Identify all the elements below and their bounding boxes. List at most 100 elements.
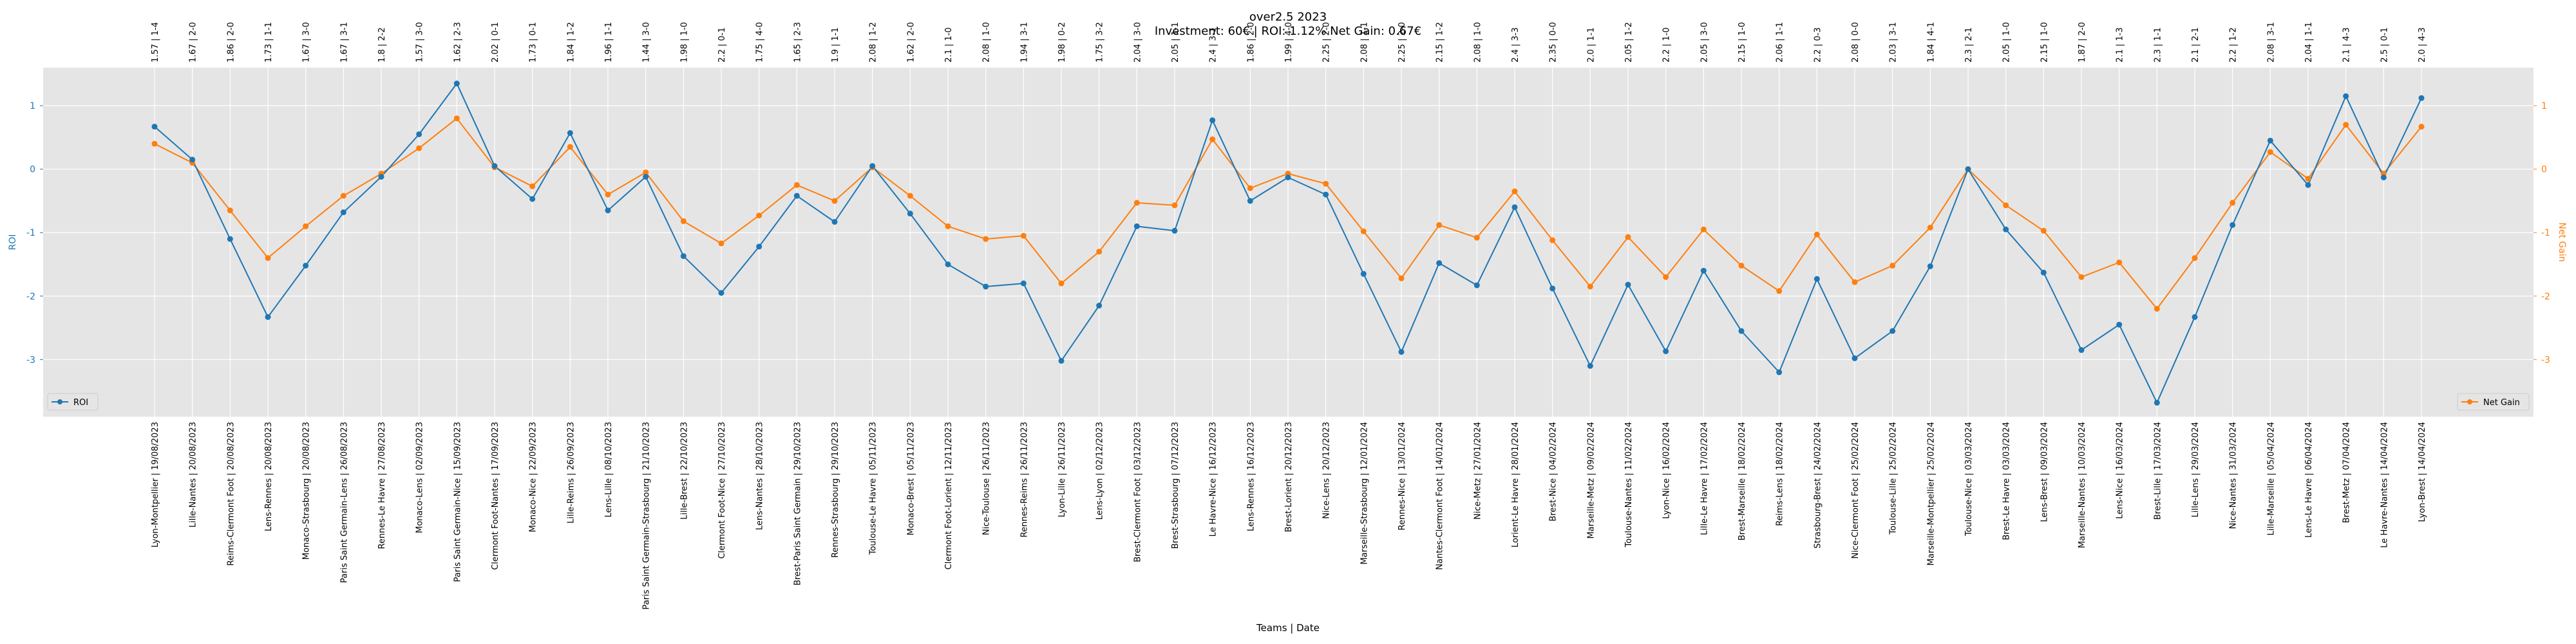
x-tick-label: Toulouse-Le Havre | 05/11/2023	[869, 422, 878, 555]
point-roi	[643, 173, 649, 180]
point-net-gain	[416, 145, 422, 151]
top-label: 2.02 | 0-1	[491, 22, 500, 62]
point-net-gain	[1663, 274, 1669, 280]
x-tick-labels: Lyon-Montpellier | 19/08/2023 Lille-Nante…	[151, 422, 2427, 610]
point-roi	[265, 314, 271, 320]
x-tick-label: Monaco-Nice | 22/09/2023	[529, 422, 538, 532]
top-label: 2.08 | 1-1	[1359, 22, 1369, 62]
top-label: 2.1 | 2-1	[2191, 27, 2201, 62]
point-net-gain	[1323, 180, 1329, 187]
top-label: 2.4 | 3-1	[1209, 27, 1218, 62]
point-roi	[2040, 269, 2047, 276]
point-net-gain	[2003, 202, 2009, 209]
point-roi	[983, 283, 989, 290]
x-tick-label: Brest-Strasbourg | 07/12/2023	[1171, 422, 1180, 549]
x-tick-label: Rennes-Reims | 26/11/2023	[1019, 422, 1029, 537]
point-net-gain	[1625, 234, 1631, 240]
left-axis-ticks: 1 0 -1 -2 -3	[26, 101, 43, 365]
x-tick-label: Lyon-Montpellier | 19/08/2023	[151, 422, 160, 547]
point-roi	[2192, 314, 2198, 320]
top-label: 1.96 | 1-1	[604, 22, 614, 62]
point-net-gain	[567, 144, 573, 150]
point-net-gain	[1247, 185, 1253, 191]
top-label: 2.5 | 0-1	[2380, 27, 2389, 62]
point-roi	[869, 163, 876, 169]
x-tick-label: Lorient-Le Havre | 28/01/2024	[1511, 422, 1520, 547]
point-net-gain	[151, 140, 158, 147]
point-roi	[1587, 363, 1593, 369]
point-net-gain	[1058, 280, 1065, 287]
point-roi	[1171, 227, 1178, 234]
left-tick-label: 1	[30, 101, 35, 111]
point-roi	[340, 209, 346, 216]
point-net-gain	[1473, 234, 1480, 241]
point-roi	[718, 290, 724, 296]
top-label: 1.8 | 2-2	[377, 27, 387, 62]
x-tick-label: Nice-Metz | 27/01/2024	[1473, 422, 1482, 520]
top-label: 1.86 | 2-0	[1246, 22, 1256, 62]
x-tick-label: Lille-Reims | 26/09/2023	[566, 422, 576, 524]
chart-subtitle: Investment: 60€ | ROI: 1.12% Net Gain: 0…	[1155, 24, 1421, 38]
x-tick-label: Lens-Lyon | 02/12/2023	[1095, 422, 1105, 520]
point-roi	[453, 80, 460, 87]
point-net-gain	[907, 193, 913, 199]
top-label: 2.08 | 1-0	[1473, 22, 1482, 62]
top-label: 2.15 | 1-0	[2040, 22, 2049, 62]
point-roi	[793, 193, 800, 199]
x-tick-label: Brest-Paris Saint Germain | 29/10/2023	[793, 422, 802, 585]
point-roi	[378, 173, 384, 180]
point-net-gain	[2154, 305, 2160, 312]
x-tick-label: Toulouse-Lille | 25/02/2024	[1889, 422, 1899, 535]
top-label: 1.86 | 2-0	[226, 22, 236, 62]
point-net-gain	[2078, 274, 2085, 280]
top-label: 2.0 | 1-1	[1586, 27, 1596, 62]
point-roi	[756, 243, 762, 250]
top-label: 1.84 | 4-1	[1926, 22, 1936, 62]
point-roi	[2230, 222, 2236, 228]
point-net-gain	[1776, 288, 1783, 294]
point-roi	[529, 196, 536, 202]
point-roi	[2078, 347, 2085, 354]
point-net-gain	[1738, 262, 1745, 269]
right-tick-label: 1	[2541, 101, 2547, 111]
point-net-gain	[1511, 188, 1518, 194]
x-tick-label: Lille-Brest | 22/10/2023	[679, 422, 689, 520]
point-net-gain	[718, 240, 724, 247]
point-net-gain	[1020, 232, 1027, 239]
top-label: 2.15 | 1-2	[1435, 22, 1445, 62]
x-tick-label: Brest-Marseille | 18/02/2024	[1738, 422, 1747, 540]
x-tick-label: Marseille-Strasbourg | 12/01/2024	[1359, 422, 1369, 565]
top-label: 1.73 | 1-1	[264, 22, 274, 62]
top-label: 2.1 | 1-0	[944, 27, 954, 62]
point-net-gain	[945, 223, 951, 229]
point-roi	[1511, 204, 1518, 211]
right-tick-label: 0	[2541, 165, 2547, 175]
top-label: 1.62 | 2-3	[453, 22, 462, 62]
top-label: 2.2 | 1-2	[2229, 27, 2239, 62]
top-label: 2.2 | 1-0	[1662, 27, 1672, 62]
x-tick-label: Toulouse-Nice | 03/03/2024	[1964, 422, 1974, 536]
point-net-gain	[265, 255, 271, 261]
x-tick-label: Lille-Nantes | 20/08/2023	[189, 422, 198, 527]
point-net-gain	[227, 207, 233, 214]
x-tick-label: Lens-Rennes | 20/08/2023	[264, 422, 274, 531]
point-net-gain	[2040, 227, 2047, 234]
point-roi	[227, 236, 233, 242]
x-tick-label: Nice-Lens | 20/12/2023	[1322, 422, 1332, 519]
point-roi	[1398, 348, 1405, 355]
x-tick-label: Lens-Nantes | 28/10/2023	[755, 422, 765, 530]
point-net-gain	[1587, 283, 1593, 290]
x-tick-label: Rennes-Strasbourg | 29/10/2023	[831, 422, 840, 558]
point-roi	[1776, 369, 1783, 375]
point-net-gain	[2267, 149, 2273, 155]
top-label: 1.94 | 3-1	[1019, 22, 1029, 62]
legend-roi-label: ROI	[73, 398, 88, 408]
x-tick-label: Monaco-Lens | 02/09/2023	[415, 422, 425, 533]
top-label: 1.9 | 1-1	[831, 27, 840, 62]
point-roi	[1889, 328, 1896, 334]
top-label: 1.87 | 2-0	[2078, 22, 2087, 62]
point-net-gain	[1096, 249, 1103, 255]
point-roi	[1436, 260, 1443, 267]
x-tick-label: Lyon-Brest | 14/04/2024	[2418, 422, 2427, 522]
